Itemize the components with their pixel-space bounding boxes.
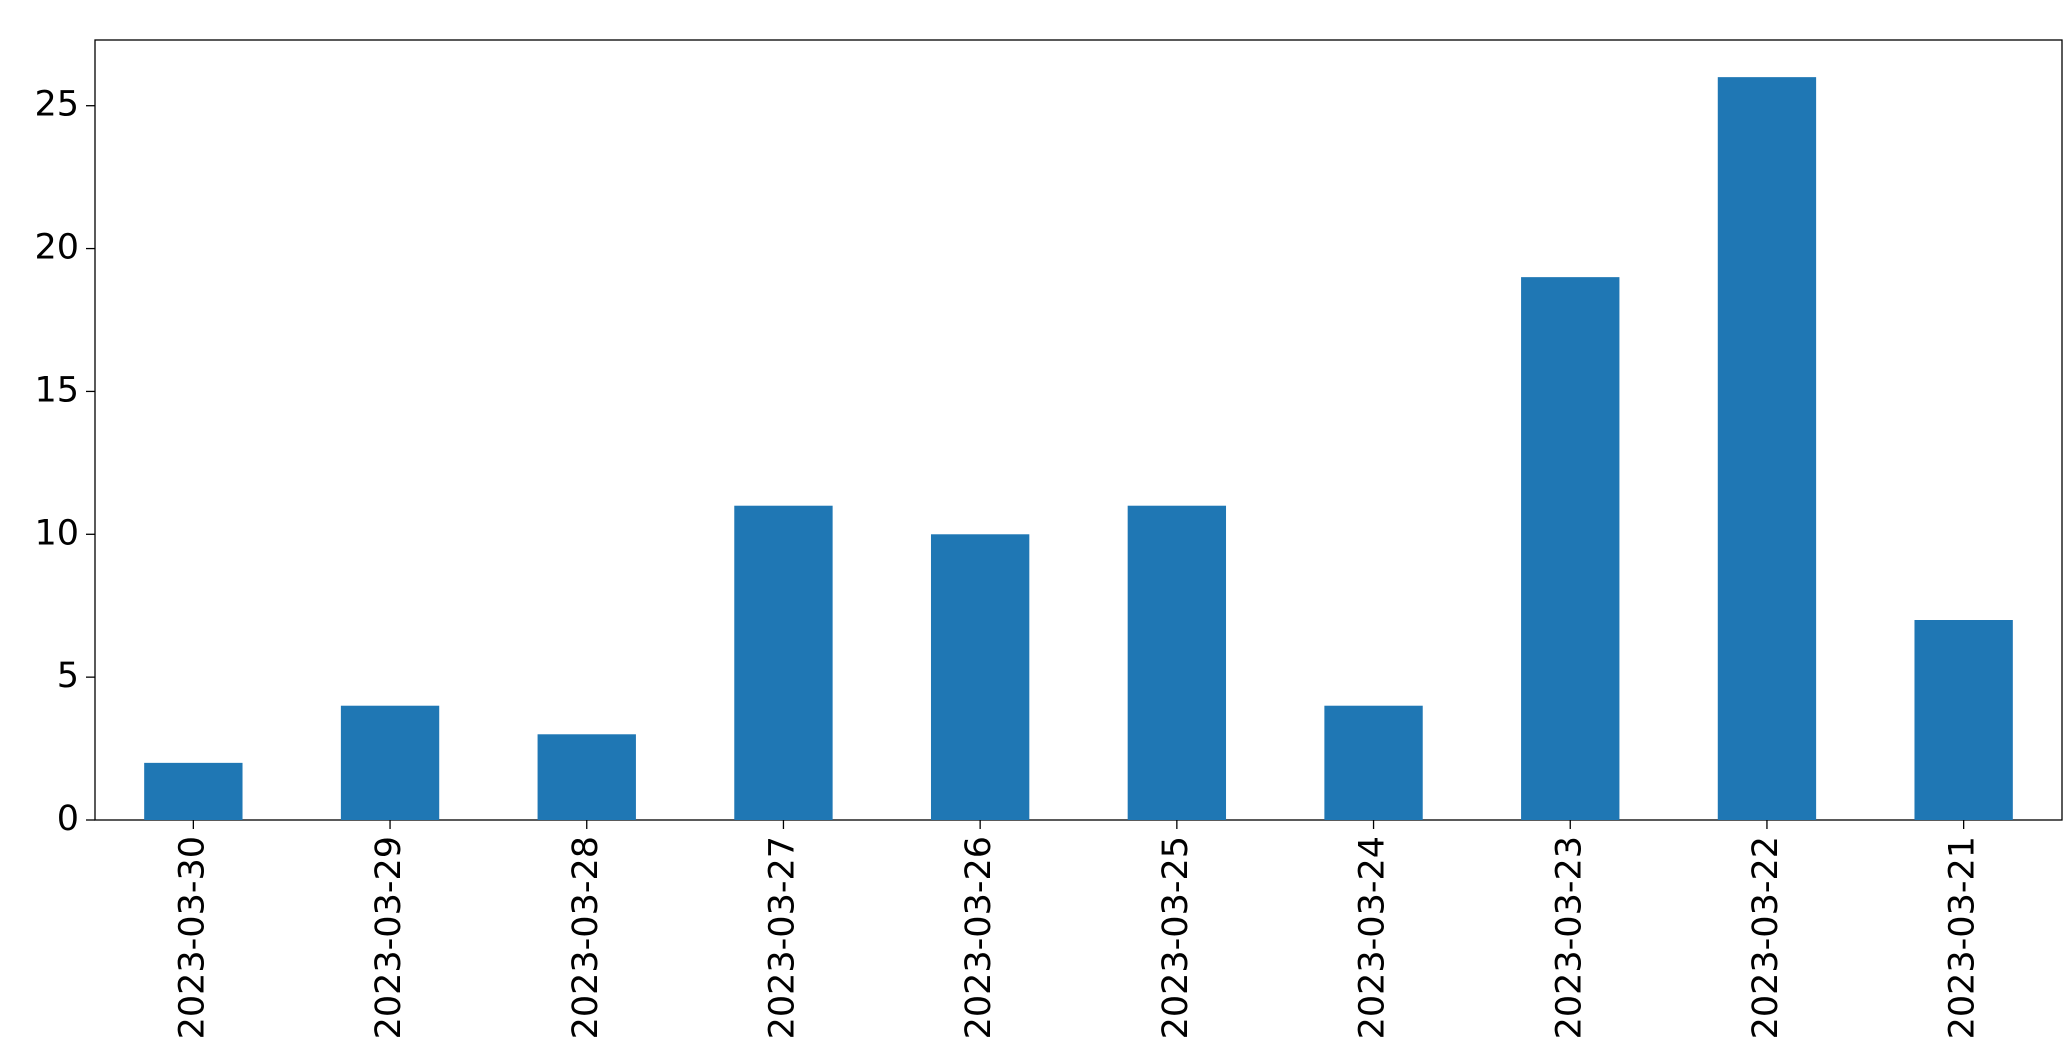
axes-frame	[94, 39, 2063, 821]
x-tick-label: 2023-03-30	[172, 836, 212, 1039]
x-tick-label: 2023-03-25	[1156, 836, 1196, 1039]
y-tick-label: 15	[34, 370, 79, 410]
x-tick-label: 2023-03-22	[1746, 836, 1786, 1039]
y-tick-label: 0	[57, 799, 79, 839]
bar	[1717, 77, 1817, 820]
x-tick-label: 2023-03-28	[566, 836, 606, 1039]
y-tick-label: 25	[34, 85, 79, 125]
x-tick-label: 2023-03-27	[762, 836, 802, 1039]
x-tick-label: 2023-03-26	[959, 836, 999, 1039]
bar	[1324, 705, 1423, 820]
bar	[1127, 505, 1227, 820]
x-tick-label: 2023-03-29	[369, 836, 409, 1039]
bar	[144, 762, 243, 820]
y-tick-label: 10	[34, 513, 79, 553]
x-tick-label: 2023-03-21	[1943, 836, 1983, 1039]
bar	[930, 534, 1030, 820]
y-tick-label: 5	[57, 656, 79, 696]
y-tick-label: 20	[34, 228, 79, 268]
x-tick-label: 2023-03-23	[1549, 836, 1589, 1039]
bar	[537, 734, 636, 820]
bar	[1521, 277, 1620, 821]
bar	[340, 705, 440, 820]
bar	[734, 505, 833, 820]
bar	[1914, 620, 2013, 820]
x-tick-label: 2023-03-24	[1353, 836, 1393, 1039]
